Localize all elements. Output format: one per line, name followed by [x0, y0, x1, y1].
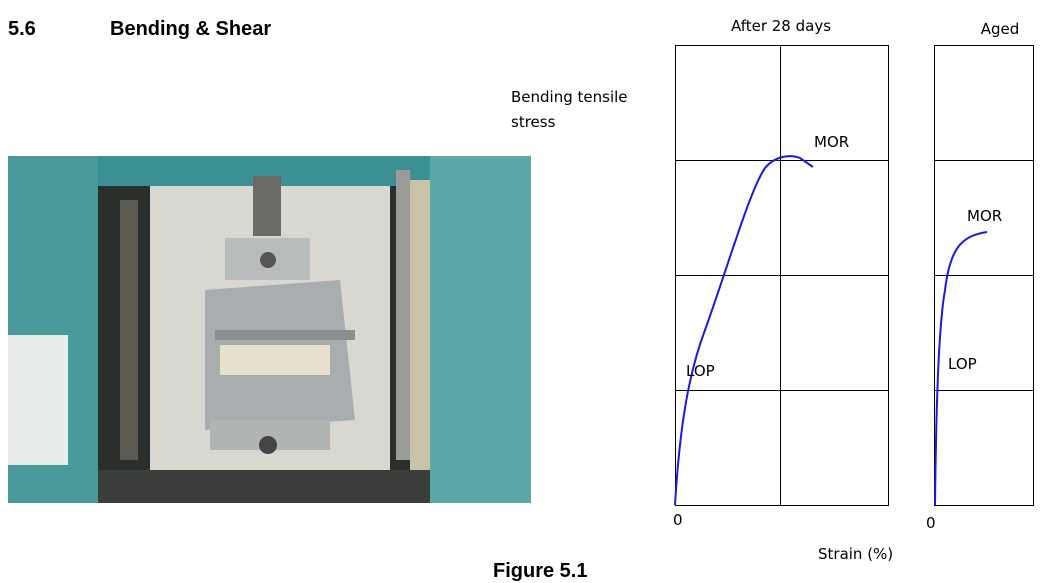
panel-title: After 28 days	[731, 17, 831, 35]
curve-label: LOP	[686, 362, 715, 380]
panel-title: Aged	[981, 20, 1020, 38]
panel-grid	[675, 45, 1034, 506]
curve-label: MOR	[967, 207, 1002, 225]
origin-label: 0	[926, 514, 936, 532]
curve-label: LOP	[948, 355, 977, 373]
page: 5.6 Bending & Shear Bending tensile s	[0, 0, 1053, 568]
photo	[8, 156, 531, 503]
x-axis-label: Strain (%)	[818, 545, 893, 563]
origin-label: 0	[673, 511, 683, 529]
curve-label: MOR	[814, 133, 849, 151]
curve	[675, 156, 813, 505]
y-axis-label: Bending tensile stress	[511, 85, 641, 135]
figure-caption: Figure 5.1	[493, 560, 587, 583]
